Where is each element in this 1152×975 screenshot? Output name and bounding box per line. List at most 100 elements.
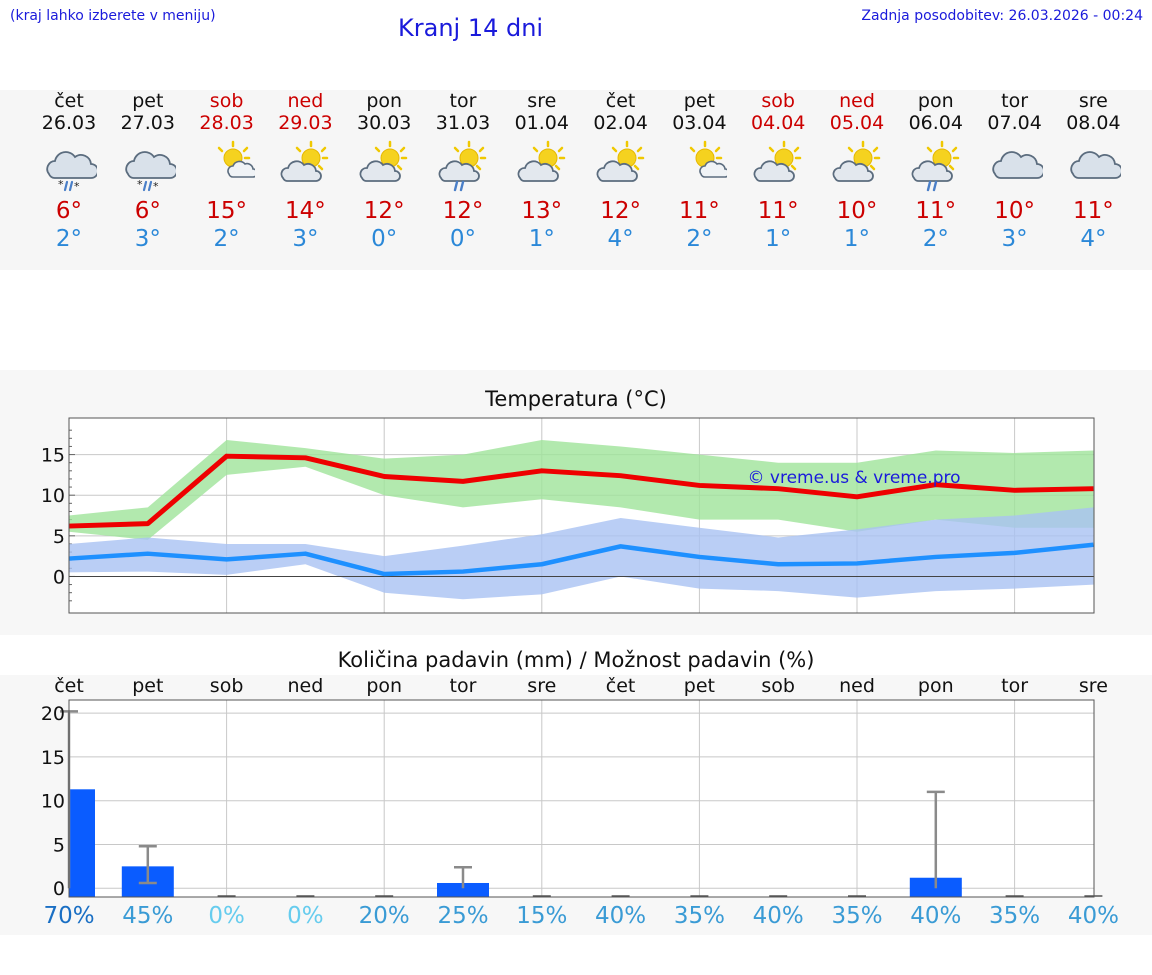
sun-cloud-icon bbox=[750, 138, 806, 194]
y-tick-label: 0 bbox=[53, 566, 65, 588]
day-date: 02.04 bbox=[593, 112, 648, 134]
sun-cloud-icon bbox=[514, 138, 570, 194]
min-temperature: 1° bbox=[528, 226, 555, 252]
daily-forecast-strip: čet 26.03 * * 6° 2° pet 27.03 * * 6° 3° sob 28.03 1… bbox=[0, 90, 1152, 270]
day-date: 29.03 bbox=[278, 112, 333, 134]
day-forecast: čet 26.03 * * 6° 2° bbox=[29, 90, 109, 270]
day-date: 04.04 bbox=[750, 112, 806, 134]
day-name: pet bbox=[683, 90, 715, 112]
min-temperature: 3° bbox=[292, 226, 319, 252]
cloud-icon bbox=[1065, 138, 1124, 194]
max-temperature: 10° bbox=[836, 198, 878, 224]
svg-text:*: * bbox=[58, 178, 64, 191]
precipitation-probability: 35% bbox=[989, 903, 1041, 929]
x-category-label: ned bbox=[839, 675, 875, 697]
x-category-label: čet bbox=[54, 675, 84, 697]
min-temperature: 4° bbox=[607, 226, 634, 252]
max-temperature: 11° bbox=[1073, 198, 1114, 224]
precipitation-bar bbox=[437, 882, 489, 897]
day-date: 28.03 bbox=[199, 112, 254, 134]
day-date: 26.03 bbox=[41, 112, 97, 134]
min-temperature: 2° bbox=[686, 226, 713, 252]
day-date: 08.04 bbox=[1066, 112, 1121, 134]
day-name: čet bbox=[54, 90, 84, 112]
max-temperature: 12° bbox=[600, 198, 641, 224]
max-temperature: 13° bbox=[521, 198, 563, 224]
min-temperature: 4° bbox=[1080, 226, 1107, 252]
day-name: sre bbox=[527, 90, 557, 112]
x-category-label: čet bbox=[606, 675, 636, 697]
sun-cloud-icon bbox=[277, 138, 333, 194]
day-name: ned bbox=[287, 90, 324, 112]
x-category-label: pet bbox=[684, 675, 715, 697]
y-tick-label: 10 bbox=[41, 791, 65, 813]
x-category-label: pon bbox=[918, 675, 954, 697]
min-temperature: 2° bbox=[922, 226, 949, 252]
precipitation-probability: 20% bbox=[358, 903, 410, 929]
max-temperature: 10° bbox=[994, 198, 1035, 224]
x-category-label: sre bbox=[527, 675, 556, 697]
precipitation-probability: 0% bbox=[208, 903, 245, 929]
max-temperature: 6° bbox=[134, 198, 161, 224]
day-forecast: sre 01.04 13° 1° bbox=[502, 90, 582, 270]
day-date: 31.03 bbox=[435, 112, 491, 134]
y-tick-label: 5 bbox=[53, 834, 65, 856]
temperature-chart: 0 5 10 15 © vreme.us & vreme.pro bbox=[41, 417, 1095, 614]
day-forecast: čet 02.04 12° 4° bbox=[581, 90, 661, 270]
max-temperature: 12° bbox=[442, 198, 484, 224]
page-title: Kranj 14 dni bbox=[398, 14, 544, 42]
svg-text:*: * bbox=[153, 180, 159, 193]
day-name: pon bbox=[917, 90, 954, 112]
min-temperature: 1° bbox=[765, 226, 792, 252]
y-tick-label: 0 bbox=[53, 878, 65, 900]
day-forecast: tor 31.03 12° 0° bbox=[423, 90, 503, 270]
max-temperature-line bbox=[68, 453, 1094, 529]
day-date: 30.03 bbox=[356, 112, 412, 134]
plot-frame bbox=[68, 699, 1095, 898]
day-name: pon bbox=[366, 90, 403, 112]
day-date: 05.04 bbox=[829, 112, 885, 134]
day-name: čet bbox=[605, 90, 636, 112]
precipitation-probability: 40% bbox=[752, 903, 804, 929]
min-temperature: 0° bbox=[449, 226, 477, 252]
svg-text:*: * bbox=[74, 180, 80, 193]
plot-frame bbox=[68, 417, 1095, 614]
day-forecast: ned 29.03 14° 3° bbox=[265, 90, 345, 270]
day-forecast: pon 06.04 11° 2° bbox=[896, 90, 976, 270]
sun-cloud-rain-icon bbox=[435, 138, 491, 194]
location-hint: (kraj lahko izberete v meniju) bbox=[10, 8, 216, 24]
precipitation-probability: 40% bbox=[1067, 903, 1119, 929]
min-temperature: 1° bbox=[843, 226, 871, 252]
day-forecast: pet 03.04 11° 2° bbox=[659, 90, 739, 270]
y-tick-label: 10 bbox=[41, 485, 65, 507]
cloud-icon bbox=[987, 138, 1045, 194]
min-temperature: 2° bbox=[213, 226, 240, 252]
precipitation-probability: 35% bbox=[831, 903, 883, 929]
x-category-label: ned bbox=[288, 675, 324, 697]
svg-text:*: * bbox=[137, 178, 143, 191]
day-date: 06.04 bbox=[908, 112, 963, 134]
cloud-sleet-icon: * * bbox=[41, 138, 99, 194]
day-forecast: ned 05.04 10° 1° bbox=[817, 90, 897, 270]
last-update: Zadnja posodobitev: 26.03.2026 - 00:24 bbox=[861, 8, 1143, 24]
day-date: 27.03 bbox=[120, 112, 175, 134]
y-tick-label: 15 bbox=[41, 747, 65, 769]
plot-area bbox=[69, 700, 1094, 897]
sun-small-cloud-icon bbox=[199, 138, 258, 194]
max-temperature: 14° bbox=[285, 198, 326, 224]
x-category-label: pon bbox=[366, 675, 402, 697]
day-name: tor bbox=[1001, 90, 1029, 112]
precipitation-probability: 70% bbox=[43, 903, 95, 929]
day-forecast: sre 08.04 11° 4° bbox=[1053, 90, 1133, 270]
day-date: 03.04 bbox=[672, 112, 727, 134]
max-temperature: 6° bbox=[55, 198, 83, 224]
min-temperature: 3° bbox=[1001, 226, 1028, 252]
precipitation-bar bbox=[69, 789, 95, 897]
day-forecast: pet 27.03 * * 6° 3° bbox=[108, 90, 188, 270]
precipitation-probability: 40% bbox=[910, 903, 962, 929]
day-name: ned bbox=[839, 90, 875, 112]
max-temperature: 12° bbox=[363, 198, 405, 224]
day-forecast: sob 04.04 11° 1° bbox=[738, 90, 818, 270]
day-name: sre bbox=[1078, 90, 1108, 112]
max-temperature: 11° bbox=[757, 198, 799, 224]
